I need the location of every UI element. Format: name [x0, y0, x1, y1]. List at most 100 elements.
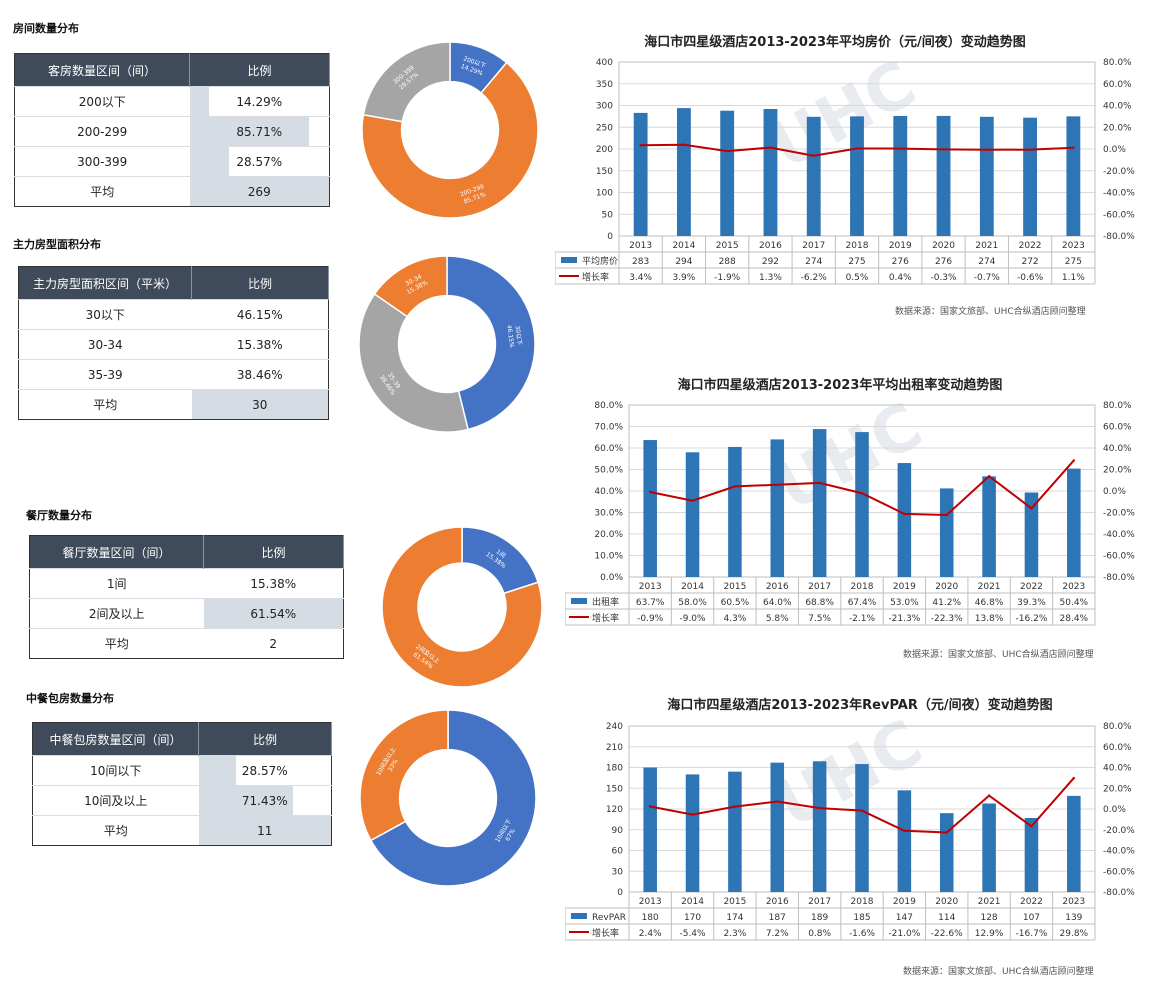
- ratio-cell: 46.15%: [191, 299, 329, 330]
- y-tick-label: 0: [607, 232, 613, 242]
- private-room-distribution-table: 中餐包房数量区间（间） 比例 10间以下 28.57% 10间及以上 71.43% …: [32, 722, 332, 846]
- ratio-cell: 85.71%: [189, 116, 330, 147]
- data-label: 64.0%: [763, 598, 792, 608]
- data-label: 292: [762, 257, 779, 267]
- x-tick-label: 2021: [975, 241, 998, 251]
- x-tick-label: 2019: [889, 241, 912, 251]
- line-point: [1072, 776, 1076, 780]
- y-tick-label: 250: [596, 123, 613, 133]
- range-label: 30以下: [18, 299, 192, 330]
- ratio-bar: [189, 147, 230, 176]
- data-label: -22.3%: [931, 614, 963, 624]
- y2-tick-label: 40.0%: [1103, 764, 1132, 774]
- bar: [720, 110, 735, 236]
- y2-tick-label: -80.0%: [1103, 888, 1135, 898]
- legend-label: RevPAR: [592, 913, 626, 923]
- y-tick-label: 80.0%: [594, 401, 623, 411]
- data-label: 189: [811, 913, 828, 923]
- x-tick-label: 2015: [723, 897, 746, 907]
- x-tick-label: 2015: [716, 241, 739, 251]
- x-tick-label: 2014: [681, 582, 704, 592]
- range-label: 200-299: [14, 116, 190, 147]
- slice-label: 30以下46.15%: [505, 324, 523, 349]
- data-label: 274: [805, 257, 822, 267]
- y2-tick-label: 60.0%: [1103, 743, 1132, 753]
- average-label: 平均: [29, 628, 204, 659]
- data-label: -9.0%: [679, 614, 706, 624]
- room-count-donut-chart: 200以下14.29%200-29985.71%300-39928.57%: [361, 41, 539, 219]
- x-tick-label: 2013: [639, 582, 662, 592]
- data-label: 1.1%: [1062, 273, 1085, 283]
- chart-title-revpar: 海口市四星级酒店2013-2023年RevPAR（元/间夜）变动趋势图: [667, 698, 1053, 713]
- y-tick-label: 240: [606, 722, 623, 732]
- data-label: 187: [769, 913, 786, 923]
- x-tick-label: 2023: [1062, 241, 1085, 251]
- x-tick-label: 2018: [846, 241, 869, 251]
- bar: [855, 432, 869, 577]
- line-point: [899, 147, 902, 150]
- ratio-bar: [189, 117, 310, 146]
- y-tick-label: 150: [596, 167, 613, 177]
- data-label: 46.8%: [975, 598, 1004, 608]
- data-label: 185: [853, 913, 870, 923]
- line-point: [1028, 148, 1032, 151]
- bar: [850, 116, 864, 236]
- ratio-cell: 14.29%: [189, 86, 330, 117]
- x-tick-label: 2014: [681, 897, 704, 907]
- line-point: [725, 149, 729, 153]
- ratio-cell: 61.54%: [203, 598, 344, 629]
- donut-slice: [361, 61, 539, 219]
- range-label: 10间以下: [32, 755, 199, 786]
- bar: [893, 115, 908, 236]
- bar: [770, 762, 785, 892]
- line-point: [776, 800, 779, 803]
- x-tick-label: 2020: [935, 897, 958, 907]
- legend-label: 增长率: [582, 271, 609, 283]
- y-tick-label: 60.0%: [594, 444, 623, 454]
- data-label: 107: [1023, 913, 1040, 923]
- x-tick-label: 2021: [978, 897, 1001, 907]
- data-label: -21.3%: [888, 614, 920, 624]
- y2-tick-label: 80.0%: [1103, 58, 1132, 68]
- bar: [633, 112, 648, 236]
- table-row: 300-399 28.57%: [14, 146, 330, 177]
- bar: [812, 761, 827, 892]
- table-row: 30以下 46.15%: [18, 299, 329, 330]
- x-tick-label: 2022: [1019, 241, 1042, 251]
- y2-tick-label: 0.0%: [1103, 145, 1126, 155]
- line-point: [682, 143, 686, 146]
- x-tick-label: 2017: [802, 241, 825, 251]
- table-header: 比例: [189, 53, 330, 87]
- y2-tick-label: 20.0%: [1103, 784, 1132, 794]
- bar: [728, 771, 742, 892]
- bar: [1067, 795, 1081, 892]
- data-label: -2.1%: [849, 614, 876, 624]
- line-point: [733, 805, 737, 808]
- table-row: 200-299 85.71%: [14, 116, 330, 147]
- bar: [770, 439, 785, 577]
- private-room-donut-chart: 10间以下67%10间及以上33%: [359, 709, 537, 887]
- x-tick-label: 2023: [1062, 582, 1085, 592]
- bar: [806, 116, 821, 236]
- line-point: [942, 148, 945, 151]
- average-label: 平均: [32, 815, 199, 846]
- line-point: [648, 490, 652, 494]
- x-tick-label: 2013: [639, 897, 662, 907]
- table-header: 客房数量区间（间）: [14, 53, 190, 87]
- legend-key-bar: [561, 257, 577, 263]
- y2-tick-label: 80.0%: [1103, 401, 1132, 411]
- x-tick-label: 2022: [1020, 582, 1043, 592]
- average-value: 11: [198, 815, 332, 846]
- table-row: 1间 15.38%: [29, 568, 344, 599]
- data-label: 2.4%: [639, 929, 662, 939]
- table-row: 35-39 38.46%: [18, 359, 329, 390]
- data-label: 174: [726, 913, 743, 923]
- y-tick-label: 0.0%: [600, 573, 623, 583]
- line-point: [733, 485, 737, 488]
- range-label: 2间及以上: [29, 598, 204, 629]
- bar: [1024, 817, 1039, 892]
- chart-title-occupancy: 海口市四星级酒店2013-2023年平均出租率变动趋势图: [677, 378, 1003, 393]
- data-label: -0.3%: [930, 273, 957, 283]
- revpar-trend-chart: UHC0306090120150180210240-80.0%-60.0%-40…: [565, 716, 1135, 941]
- average-value: 2: [203, 628, 344, 659]
